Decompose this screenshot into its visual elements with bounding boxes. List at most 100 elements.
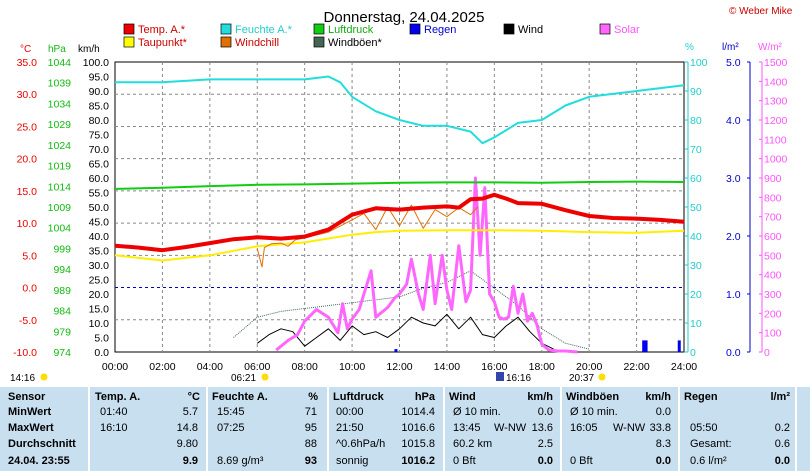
pressure-tick-label: 999 [53,243,71,255]
sun-bar: 14:16 06:21 16:16 20:37 [10,372,606,384]
humidity-unit: % [685,42,694,53]
legend-label: Solar [614,24,640,36]
wind-tick-label: 80.0 [89,115,110,127]
pressure-value: 1014.4 [401,406,435,418]
rain-value: 0.2 [774,422,790,434]
wind-value: 13.6 [531,422,553,434]
solar-tick-label: 100 [764,328,782,340]
solar-unit: W/m² [758,42,783,53]
temp-tick-label: 0.0 [22,283,37,295]
rain-tick-label: 1.0 [726,289,741,301]
humidity-value: 93 [304,455,317,467]
header-gusts: Windböen [566,391,620,403]
rain-value: 0.6 [774,438,790,450]
wind-tick-label: 20.0 [89,289,110,301]
header-humidity: Feuchte A. [212,391,268,403]
humidity-time: 8.69 g/m³ [217,455,264,467]
wind-tick-label: 55.0 [89,188,110,200]
temp-time: 01:40 [100,406,128,418]
pressure-tick-label: 974 [53,347,71,359]
humidity-tick-label: 100 [690,57,708,69]
now-marker-icon [496,372,504,381]
solar-tick-label: 1000 [764,154,788,166]
temp-value: 9.9 [182,455,198,467]
series-line-taupunkt [114,229,685,262]
pressure-time: 21:50 [336,422,364,434]
column-separator [206,387,208,471]
gust-time: 0 Bft [570,455,593,467]
wind-tick-label: 65.0 [89,159,110,171]
legend-label: Temp. A.* [138,24,186,36]
humidity-time: 15:45 [217,406,245,418]
pressure-tick-label: 1044 [48,57,72,69]
gust-value: 0.0 [655,455,671,467]
temp-tick-label: -10.0 [13,347,37,359]
header-gusts-unit: km/h [645,391,671,403]
series-line-solar [275,176,578,354]
wind-time: 60.2 km [453,438,493,450]
wind-tick-label: 35.0 [89,246,110,258]
legend-swatch [313,36,325,48]
gust-value: 33.8 [649,422,671,434]
humidity-value: 71 [304,406,317,418]
legend-label: Windböen* [328,37,383,49]
rain-unit: l/m² [722,42,739,53]
wind-value: 0.0 [537,406,553,418]
x-tick-label: 02:00 [149,361,175,373]
pressure-value: 1016.2 [401,455,435,467]
column-separator [443,387,445,471]
header-rain: Regen [684,391,718,403]
temp-unit: °C [20,44,31,55]
temp-tick-label: -5.0 [19,315,37,327]
legend-label: Wind [518,24,543,36]
temp-value: 14.8 [176,422,198,434]
humidity-tick-label: 70 [690,144,702,156]
header-humidity-unit: % [308,391,318,403]
humidity-tick-label: 90 [690,86,702,98]
solar-tick-label: 400 [764,270,782,282]
legend-label: Feuchte A.* [235,24,293,36]
wind-tick-label: 100.0 [83,57,109,69]
column-separator [88,387,90,471]
x-tick-label: 12:00 [386,361,412,373]
humidity-tick-label: 50 [690,202,702,214]
solar-tick-label: 1300 [764,96,788,108]
rain-tick-label: 3.0 [726,173,741,185]
humidity-tick-label: 40 [690,231,702,243]
wind-tick-label: 70.0 [89,144,110,156]
temp-tick-label: 25.0 [17,121,38,133]
row-label: Durchschnitt [8,438,76,450]
series-line-feuchte-a [115,75,685,145]
wind-value: 0.0 [537,455,553,467]
solar-tick-label: 1400 [764,76,788,88]
temp-tick-label: 30.0 [17,89,38,101]
solar-tick-label: 1500 [764,57,788,69]
solar-tick-label: 600 [764,231,782,243]
rain-time: Gesamt: [690,438,732,450]
header-sensor: Sensor [8,391,46,403]
temp-tick-label: 10.0 [17,218,38,230]
pressure-time: sonnig [336,455,369,467]
legend-swatch [409,23,421,35]
pressure-tick-label: 1019 [48,161,72,173]
wind-time: Ø 10 min. [453,406,501,418]
header-pressure: Luftdruck [333,391,384,403]
rain-tick-label: 5.0 [726,57,741,69]
temp-tick-label: 15.0 [17,186,38,198]
legend-swatch [503,23,515,35]
x-tick-label: 18:00 [529,361,555,373]
legend-swatch [220,23,232,35]
plot-area [114,61,685,354]
wind-direction: W-NW [494,422,527,434]
pressure-tick-label: 979 [53,326,71,338]
row-label: MinWert [8,406,52,418]
header-wind-unit: km/h [527,391,553,403]
pressure-tick-label: 1014 [48,181,72,193]
rain-time: 0.6 l/m² [690,455,727,467]
column-separator [795,387,797,471]
wind-time: 13:45 [453,422,481,434]
rain-tick-label: 2.0 [726,231,741,243]
pressure-tick-label: 1009 [48,202,72,214]
temp-value: 9.80 [176,438,198,450]
x-tick-label: 04:00 [197,361,223,373]
